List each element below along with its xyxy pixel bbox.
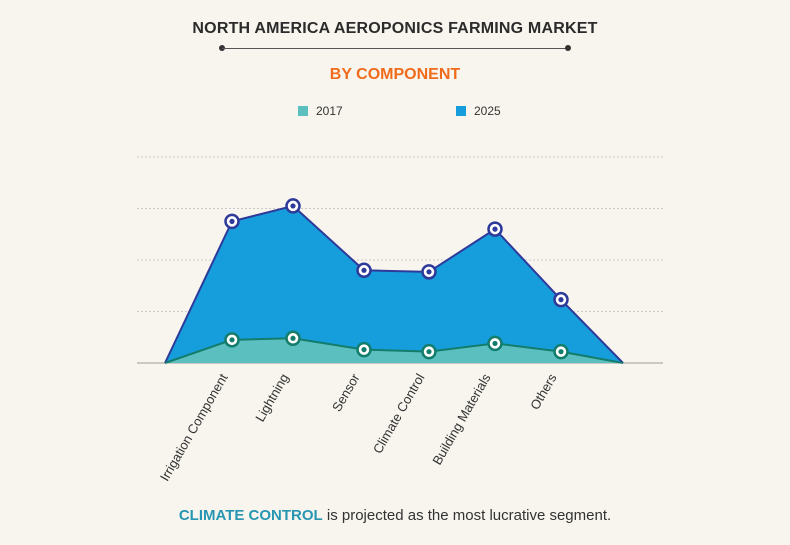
legend-item-2017: 2017 bbox=[298, 104, 343, 118]
title-rule bbox=[222, 48, 568, 49]
point-core-2017 bbox=[558, 349, 564, 355]
footer-highlight: CLIMATE CONTROL bbox=[178, 507, 323, 524]
legend-label-2025: 2025 bbox=[474, 104, 501, 118]
x-tick-label: Building Materials bbox=[429, 371, 494, 468]
point-core-2017 bbox=[492, 340, 498, 347]
title-rule-dot-right bbox=[565, 45, 571, 51]
legend-label-2017: 2017 bbox=[316, 104, 343, 118]
point-core-2025 bbox=[492, 226, 498, 232]
legend-swatch-2017 bbox=[298, 106, 308, 116]
chart-subtitle: BY COMPONENT bbox=[329, 66, 461, 83]
x-tick-label: Climate Control bbox=[370, 371, 428, 456]
point-core-2017 bbox=[426, 349, 432, 355]
area-2025 bbox=[165, 205, 623, 363]
x-tick-label: Irrigation Component bbox=[157, 371, 231, 484]
footer-note: CLIMATE CONTROL is projected as the most… bbox=[0, 507, 790, 524]
point-core-2025 bbox=[558, 297, 564, 303]
legend-swatch-2025 bbox=[456, 106, 466, 116]
x-tick-label: Others bbox=[527, 371, 560, 413]
line-2017 bbox=[164, 337, 624, 364]
chart-title: NORTH AMERICA AEROPONICS FARMING MARKET bbox=[192, 20, 598, 37]
footer-text: is projected as the most lucrative segme… bbox=[322, 507, 612, 524]
point-core-2025 bbox=[426, 269, 432, 275]
point-core-2017 bbox=[361, 347, 367, 353]
point-core-2017 bbox=[229, 337, 235, 343]
point-core-2017 bbox=[290, 335, 296, 341]
point-core-2025 bbox=[290, 203, 296, 209]
point-core-2025 bbox=[229, 218, 235, 224]
x-tick-label: Sensor bbox=[329, 370, 363, 414]
point-core-2025 bbox=[361, 267, 367, 273]
line-2025 bbox=[164, 204, 624, 364]
legend-item-2025: 2025 bbox=[456, 104, 501, 118]
x-tick-label: Lightning bbox=[252, 371, 291, 424]
